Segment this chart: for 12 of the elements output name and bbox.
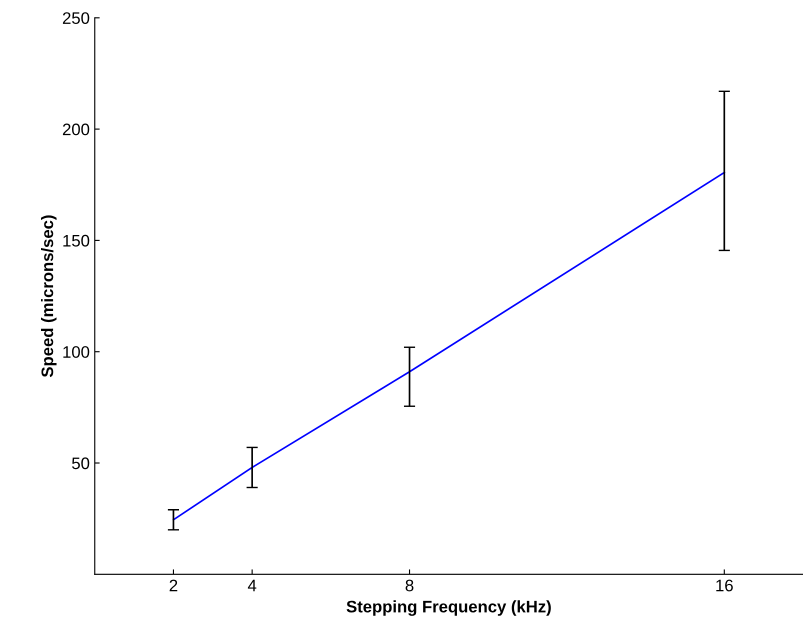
x-tick-label: 8 bbox=[406, 580, 414, 592]
y-tick-label: 200 bbox=[62, 124, 90, 136]
x-tick-label: 16 bbox=[716, 580, 733, 592]
y-tick-label: 50 bbox=[72, 457, 90, 470]
x-tick-label: 2 bbox=[170, 580, 178, 592]
y-axis-title: Speed (microns/sec) bbox=[40, 215, 57, 378]
line-series bbox=[172, 172, 726, 521]
y-tick-label: 100 bbox=[63, 346, 90, 358]
y-tick-label: 250 bbox=[62, 12, 90, 24]
y-tick-label: 150 bbox=[63, 234, 90, 247]
x-tick-label: 4 bbox=[248, 580, 256, 592]
x-axis-title: Stepping Frequency (kHz) bbox=[346, 600, 551, 616]
